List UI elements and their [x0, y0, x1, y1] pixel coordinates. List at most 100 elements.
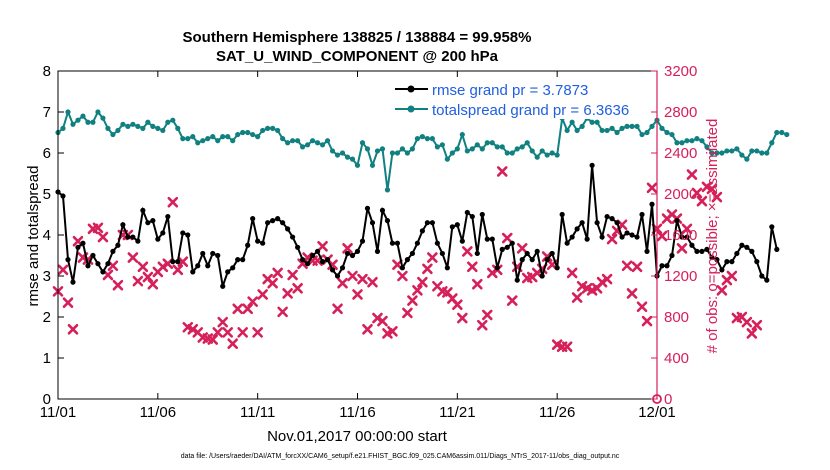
- totalspread-point: [784, 131, 790, 138]
- rmse-point: [394, 240, 401, 246]
- obs-assimilated-marker: [636, 301, 648, 313]
- y-left-tick-label: 1: [43, 350, 51, 367]
- rmse-point: [85, 263, 91, 269]
- totalspread-point: [624, 123, 630, 129]
- obs-assimilated-marker: [372, 312, 383, 324]
- rmse-point: [334, 273, 341, 279]
- obs-assimilated-marker: [142, 271, 154, 283]
- rmse-point: [689, 242, 695, 248]
- rmse-point: [215, 252, 221, 259]
- totalspread-point: [404, 150, 411, 156]
- totalspread-point: [185, 136, 191, 142]
- rmse-point: [349, 252, 356, 259]
- totalspread-point: [474, 142, 480, 148]
- rmse-point: [679, 234, 685, 240]
- totalspread-point: [434, 144, 440, 150]
- totalspread-point: [754, 148, 760, 154]
- obs-assimilated-marker: [397, 270, 408, 282]
- rmse-point: [774, 246, 780, 252]
- rmse-point: [754, 259, 760, 265]
- totalspread-point: [499, 144, 505, 150]
- totalspread-point: [265, 125, 271, 131]
- obs-assimilated-marker: [172, 264, 184, 276]
- obs-assimilated-marker: [92, 222, 104, 234]
- rmse-point: [309, 252, 316, 259]
- totalspread-point: [629, 123, 635, 129]
- obs-assimilated-marker: [676, 243, 688, 254]
- totalspread-point: [774, 129, 780, 136]
- rmse-point: [304, 261, 311, 267]
- obs-assimilated-marker: [237, 327, 248, 338]
- totalspread-point: [549, 150, 555, 156]
- obs-assimilated-marker: [631, 261, 643, 273]
- totalspread-point: [644, 129, 650, 136]
- totalspread-point: [75, 117, 81, 123]
- totalspread-point: [195, 140, 201, 146]
- totalspread-point: [769, 140, 775, 146]
- totalspread-point: [70, 121, 76, 127]
- totalspread-point: [110, 131, 116, 138]
- obs-assimilated-marker: [362, 324, 373, 335]
- rmse-point: [454, 222, 460, 228]
- rmse-point: [145, 220, 151, 226]
- totalspread-point: [489, 140, 495, 146]
- totalspread-point: [319, 142, 326, 148]
- rmse-point: [584, 236, 590, 242]
- rmse-point: [594, 220, 600, 226]
- rmse-point: [225, 269, 231, 275]
- totalspread-point: [90, 119, 96, 125]
- totalspread-point: [120, 121, 126, 127]
- obs-assimilated-marker: [332, 303, 343, 315]
- totalspread-point: [554, 152, 560, 158]
- rmse-point: [624, 230, 630, 236]
- obs-assimilated-marker: [646, 182, 658, 194]
- rmse-point: [704, 246, 710, 252]
- rmse-point: [140, 207, 146, 213]
- rmse-point: [634, 234, 640, 240]
- rmse-point: [604, 213, 610, 220]
- rmse-point: [449, 224, 455, 230]
- totalspread-point: [285, 140, 291, 146]
- totalspread-point: [459, 131, 465, 138]
- rmse-point: [135, 238, 141, 244]
- rmse-point: [699, 248, 705, 254]
- totalspread-point: [649, 123, 655, 129]
- totalspread-point: [729, 148, 735, 154]
- y-left-tick-label: 0: [43, 391, 51, 408]
- y-left-tick-label: 5: [43, 186, 51, 203]
- rmse-point: [65, 257, 71, 263]
- rmse-point: [574, 226, 580, 232]
- y-axis-label-right: # of obs: o=possible; ×=assimilated: [704, 119, 721, 354]
- totalspread-point: [779, 129, 785, 136]
- rmse-point: [250, 216, 256, 222]
- obs-assimilated-marker: [157, 261, 169, 273]
- rmse-point: [469, 213, 475, 220]
- y-right-tick-label: 1200: [664, 268, 697, 285]
- obs-assimilated-marker: [127, 252, 139, 263]
- rmse-point: [509, 240, 515, 246]
- totalspread-point: [175, 125, 181, 131]
- rmse-point: [539, 273, 545, 279]
- totalspread-point: [594, 119, 600, 125]
- obs-assimilated-marker: [402, 307, 413, 319]
- rmse-point: [514, 277, 520, 283]
- totalspread-point: [574, 127, 580, 134]
- axes-layer: 11/01 11/06 11/11 11/16 11/21 11/26 12/0101234…: [40, 63, 698, 421]
- y-left-tick-label: 2: [43, 309, 51, 326]
- totalspread-point: [95, 109, 101, 115]
- rmse-point: [364, 205, 371, 211]
- totalspread-point: [100, 115, 106, 121]
- rmse-point: [714, 257, 720, 263]
- rmse-point: [210, 250, 216, 257]
- obs-assimilated-marker: [257, 289, 268, 300]
- y-left-tick-label: 4: [43, 227, 51, 244]
- totalspread-point: [449, 150, 455, 156]
- totalspread-point: [609, 125, 615, 131]
- totalspread-point: [569, 119, 575, 125]
- totalspread-point: [354, 162, 361, 168]
- rmse-point: [729, 259, 735, 265]
- obs-assimilated-marker: [681, 223, 693, 235]
- rmse-point: [674, 218, 680, 224]
- rmse-point: [399, 265, 406, 271]
- rmse-point: [759, 273, 765, 279]
